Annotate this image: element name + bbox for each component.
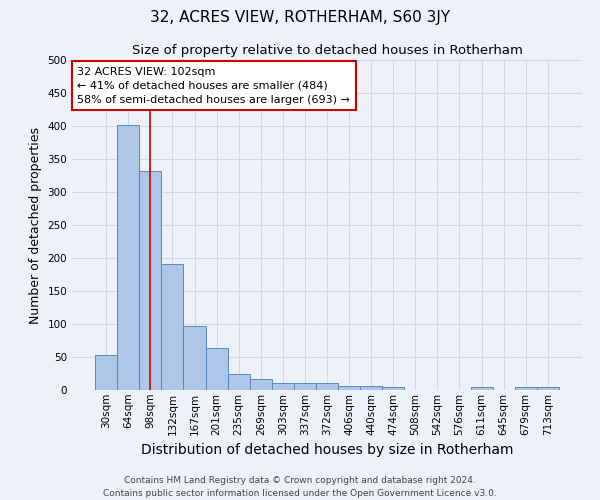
Bar	[161, 264, 184, 390]
Title: Size of property relative to detached houses in Rotherham: Size of property relative to detached ho…	[131, 44, 523, 58]
Bar	[206, 348, 227, 390]
Bar	[537, 386, 559, 390]
Bar	[250, 380, 272, 390]
Text: 32, ACRES VIEW, ROTHERHAM, S60 3JY: 32, ACRES VIEW, ROTHERHAM, S60 3JY	[150, 10, 450, 25]
X-axis label: Distribution of detached houses by size in Rotherham: Distribution of detached houses by size …	[141, 443, 513, 457]
Text: Contains HM Land Registry data © Crown copyright and database right 2024.
Contai: Contains HM Land Registry data © Crown c…	[103, 476, 497, 498]
Bar	[95, 355, 117, 390]
Bar	[272, 382, 294, 390]
Bar	[316, 382, 338, 390]
Bar	[184, 326, 206, 390]
Bar	[360, 386, 382, 390]
Bar	[227, 374, 250, 390]
Text: 32 ACRES VIEW: 102sqm
← 41% of detached houses are smaller (484)
58% of semi-det: 32 ACRES VIEW: 102sqm ← 41% of detached …	[77, 66, 350, 104]
Bar	[117, 124, 139, 390]
Bar	[139, 171, 161, 390]
Bar	[470, 386, 493, 390]
Bar	[382, 386, 404, 390]
Bar	[515, 386, 537, 390]
Bar	[294, 382, 316, 390]
Y-axis label: Number of detached properties: Number of detached properties	[29, 126, 42, 324]
Bar	[338, 386, 360, 390]
